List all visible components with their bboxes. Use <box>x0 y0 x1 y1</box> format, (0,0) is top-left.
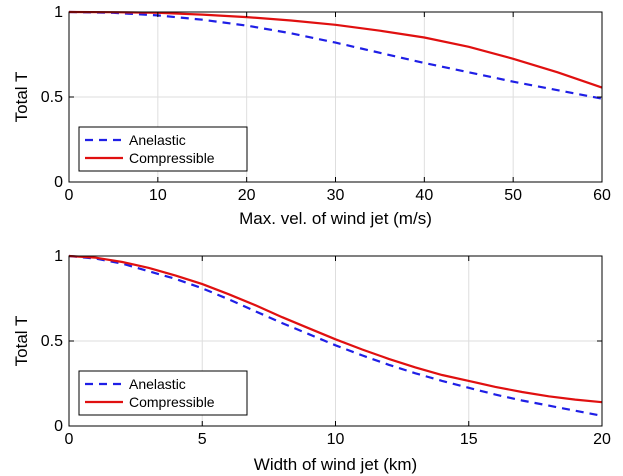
y-tick-label: 0.5 <box>41 333 63 350</box>
y-tick-label: 1 <box>54 4 63 21</box>
y-axis-label: Total T <box>12 72 31 123</box>
y-tick-label: 1 <box>54 248 63 265</box>
x-tick-label: 0 <box>65 187 74 204</box>
legend-box <box>78 126 248 172</box>
y-tick-label: 0.5 <box>41 89 63 106</box>
x-tick-label: 5 <box>198 431 207 448</box>
y-tick-label: 0 <box>54 174 63 191</box>
legend-label-compressible: Compressible <box>129 150 215 166</box>
y-axis-label: Total T <box>12 316 31 367</box>
x-tick-label: 10 <box>327 431 345 448</box>
legend: Anelastic Compressible <box>78 126 248 172</box>
x-axis-label: Width of wind jet (km) <box>254 455 417 474</box>
legend-label-compressible: Compressible <box>129 394 215 410</box>
y-tick-label: 0 <box>54 418 63 435</box>
series-line-compressible <box>68 254 603 404</box>
series-line-anelastic <box>68 254 603 417</box>
legend-box <box>78 370 248 416</box>
x-tick-label: 50 <box>504 187 522 204</box>
x-tick-label: 0 <box>65 431 74 448</box>
legend-label-anelastic: Anelastic <box>129 376 186 392</box>
x-tick-label: 15 <box>460 431 478 448</box>
chart-panel-2: 0 5 10 15 20 0 0.5 1 Width of wind jet (km) Total… <box>12 248 611 474</box>
x-tick-label: 20 <box>593 431 611 448</box>
x-tick-label: 60 <box>593 187 611 204</box>
chart-panel-1: 0 10 20 30 40 50 60 0 0.5 1 Max. vel. of wind jet … <box>12 4 611 228</box>
x-tick-label: 30 <box>327 187 345 204</box>
x-axis-label: Max. vel. of wind jet (m/s) <box>239 209 432 228</box>
x-tick-label: 10 <box>149 187 167 204</box>
legend: Anelastic Compressible <box>78 370 248 416</box>
x-tick-label: 40 <box>415 187 433 204</box>
x-tick-label: 20 <box>238 187 256 204</box>
legend-label-anelastic: Anelastic <box>129 132 186 148</box>
